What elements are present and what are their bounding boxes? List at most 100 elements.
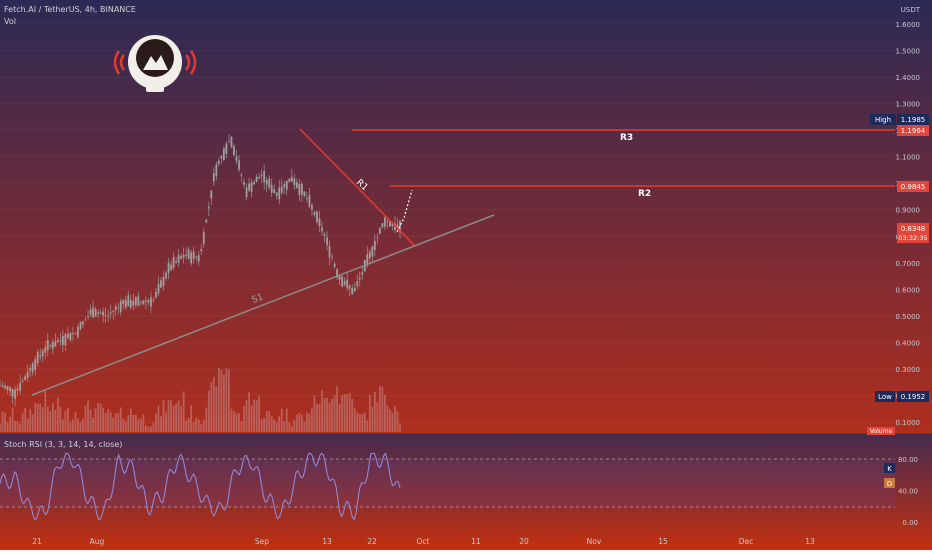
last-price: 0.8348 <box>901 225 926 233</box>
candle-body <box>205 219 208 223</box>
candle-body <box>145 300 147 303</box>
volume-bar <box>217 368 220 432</box>
volume-bar <box>288 422 291 432</box>
time-tick-label: 13 <box>805 537 815 546</box>
time-tick-label: Nov <box>587 537 602 546</box>
candle-body <box>4 386 6 389</box>
candle-body <box>170 264 172 271</box>
candle-body <box>396 224 399 229</box>
volume-bar <box>104 413 107 432</box>
volume-bar <box>275 422 278 432</box>
candle-body <box>87 316 89 318</box>
time-tick-label: 13 <box>322 537 332 546</box>
candle-body <box>323 234 326 236</box>
candle-body <box>112 310 115 313</box>
volume-bar <box>306 412 308 432</box>
candle-body <box>69 332 72 341</box>
volume-bar <box>318 403 321 432</box>
candle-body <box>348 285 351 289</box>
candle-body <box>278 187 281 200</box>
volume-bar <box>170 400 172 432</box>
candle-body <box>265 179 268 185</box>
candle-body <box>162 277 165 286</box>
volume-bar <box>64 410 67 432</box>
volume-bar <box>54 409 57 432</box>
volume-bar <box>29 409 32 432</box>
candle-body <box>19 382 22 391</box>
volume-bar <box>197 419 200 432</box>
volume-bar <box>323 398 326 432</box>
time-tick-label: 15 <box>658 537 668 546</box>
candle-body <box>250 182 253 192</box>
volume-bar <box>155 413 157 432</box>
candle-body <box>79 322 82 330</box>
candle-body <box>212 173 215 182</box>
candle-body <box>192 251 195 259</box>
candle-body <box>59 339 62 342</box>
volume-bar <box>107 409 110 432</box>
candle-body <box>56 340 59 343</box>
volume-bar <box>6 422 9 432</box>
volume-bar <box>381 386 384 432</box>
candle-body <box>6 386 9 391</box>
volume-bar <box>134 414 137 432</box>
candle-body <box>326 237 328 246</box>
volume-bar <box>46 406 49 432</box>
price-tick-label: 0.9000 <box>896 207 921 215</box>
volume-bar <box>295 414 298 432</box>
candle-body <box>182 254 185 258</box>
volume-bar <box>11 407 14 432</box>
volume-bar <box>122 418 125 432</box>
candle-body <box>197 255 200 262</box>
last-price-tag: 0.8348 03:32:35 <box>897 223 929 243</box>
candle-body <box>190 252 193 264</box>
volume-bar <box>215 386 218 432</box>
candle-body <box>260 174 263 177</box>
volume-bar <box>200 424 203 432</box>
candle-body <box>371 246 374 257</box>
stoch-background <box>0 434 932 550</box>
volume-bar <box>300 414 303 432</box>
candle-body <box>288 178 291 183</box>
candle-body <box>368 251 371 259</box>
candle-body <box>275 192 278 196</box>
price-tick-label: 0.1000 <box>896 419 921 427</box>
price-tick-label: 0.7000 <box>896 260 921 268</box>
volume-bar <box>285 408 288 432</box>
candle-body <box>240 174 243 176</box>
volume-bar <box>67 407 69 432</box>
volume-bar <box>222 374 225 432</box>
volume-bar <box>114 413 117 432</box>
volume-bar <box>49 410 52 432</box>
volume-bar <box>263 418 266 432</box>
candle-body <box>167 262 170 273</box>
volume-bar <box>187 417 190 432</box>
volume-bar <box>308 413 311 432</box>
candle-body <box>333 263 336 267</box>
r1-trendline[interactable] <box>299 128 416 247</box>
candle-body <box>89 309 92 315</box>
s1-trendline[interactable] <box>31 214 495 396</box>
candle-body <box>129 300 132 308</box>
candle-body <box>306 197 308 199</box>
volume-bar <box>348 392 351 432</box>
candle-body <box>258 177 261 179</box>
candle-body <box>14 389 16 399</box>
volume-bar <box>180 406 183 432</box>
volume-bar <box>160 416 162 432</box>
candle-body <box>394 223 396 231</box>
candle-body <box>46 340 49 351</box>
time-axis: 21 Aug Sep 13 22 Oct 20 11 15 Nov Dec 13 <box>32 537 815 546</box>
volume-bar <box>253 399 255 432</box>
svg-text:1.1964: 1.1964 <box>901 127 926 135</box>
candle-body <box>298 183 301 196</box>
candle-body <box>44 347 47 353</box>
price-tick-label: 1.5000 <box>896 48 921 56</box>
projection-arrow <box>396 189 413 233</box>
volume-bar <box>210 382 213 432</box>
candle-body <box>36 352 39 363</box>
candle-body <box>336 269 339 278</box>
price-tick-label: 1.1000 <box>896 154 921 162</box>
candle-body <box>331 257 333 258</box>
